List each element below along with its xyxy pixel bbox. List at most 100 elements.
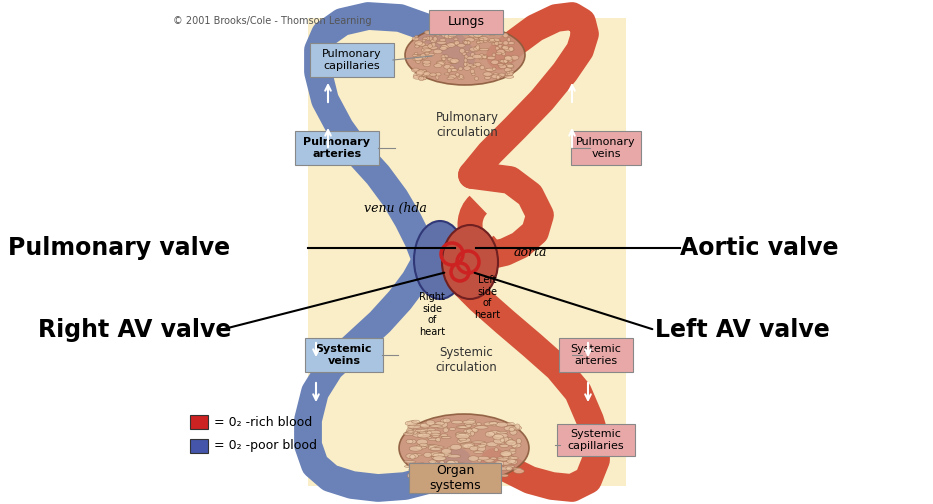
- Ellipse shape: [476, 423, 481, 425]
- Ellipse shape: [466, 64, 474, 67]
- Ellipse shape: [458, 467, 470, 470]
- Ellipse shape: [423, 37, 427, 40]
- Ellipse shape: [494, 438, 504, 444]
- Ellipse shape: [449, 75, 456, 79]
- Ellipse shape: [496, 431, 508, 434]
- Ellipse shape: [484, 462, 498, 466]
- FancyBboxPatch shape: [571, 131, 641, 165]
- Ellipse shape: [442, 225, 498, 299]
- Ellipse shape: [414, 221, 466, 299]
- Ellipse shape: [479, 54, 484, 58]
- Ellipse shape: [451, 60, 457, 64]
- Ellipse shape: [507, 72, 513, 76]
- FancyBboxPatch shape: [409, 463, 501, 493]
- Ellipse shape: [506, 422, 514, 426]
- Ellipse shape: [464, 62, 469, 67]
- FancyBboxPatch shape: [559, 338, 633, 372]
- Ellipse shape: [415, 60, 421, 64]
- Ellipse shape: [466, 432, 471, 436]
- Ellipse shape: [494, 433, 508, 438]
- Text: Left
side
of
heart: Left side of heart: [474, 275, 500, 320]
- Text: = 0₂ -poor blood: = 0₂ -poor blood: [214, 439, 317, 453]
- Ellipse shape: [459, 75, 464, 78]
- Ellipse shape: [490, 457, 496, 460]
- Ellipse shape: [475, 77, 479, 80]
- Text: Aortic valve: Aortic valve: [680, 236, 839, 260]
- Ellipse shape: [489, 430, 501, 436]
- Ellipse shape: [470, 466, 484, 471]
- Ellipse shape: [422, 72, 428, 77]
- Text: = 0₂ -rich blood: = 0₂ -rich blood: [214, 415, 313, 428]
- Ellipse shape: [417, 54, 424, 58]
- Ellipse shape: [470, 52, 475, 57]
- Ellipse shape: [440, 462, 445, 467]
- Ellipse shape: [478, 456, 490, 460]
- Ellipse shape: [439, 31, 447, 35]
- Ellipse shape: [482, 54, 487, 59]
- Ellipse shape: [503, 41, 508, 45]
- Ellipse shape: [499, 65, 507, 69]
- Ellipse shape: [459, 469, 465, 471]
- Ellipse shape: [479, 57, 482, 60]
- Ellipse shape: [441, 55, 445, 59]
- Ellipse shape: [429, 425, 442, 427]
- Ellipse shape: [466, 474, 477, 478]
- Ellipse shape: [419, 444, 428, 447]
- Ellipse shape: [470, 431, 474, 436]
- Ellipse shape: [475, 34, 479, 38]
- Ellipse shape: [511, 443, 521, 448]
- Ellipse shape: [453, 38, 458, 41]
- Ellipse shape: [425, 30, 433, 34]
- Ellipse shape: [480, 38, 484, 40]
- Ellipse shape: [509, 426, 522, 430]
- Ellipse shape: [487, 463, 498, 465]
- Text: Systemic
circulation: Systemic circulation: [435, 346, 497, 374]
- Text: Left AV valve: Left AV valve: [655, 318, 829, 342]
- Ellipse shape: [507, 72, 510, 74]
- Ellipse shape: [502, 436, 508, 442]
- Ellipse shape: [466, 419, 476, 423]
- Ellipse shape: [409, 439, 416, 444]
- Ellipse shape: [406, 428, 413, 434]
- Ellipse shape: [417, 439, 427, 445]
- Ellipse shape: [497, 64, 504, 66]
- Ellipse shape: [501, 474, 508, 477]
- Ellipse shape: [441, 436, 452, 438]
- Ellipse shape: [482, 471, 496, 475]
- Ellipse shape: [497, 42, 503, 44]
- Ellipse shape: [426, 468, 433, 471]
- Ellipse shape: [508, 47, 514, 51]
- Ellipse shape: [428, 445, 436, 448]
- Ellipse shape: [495, 52, 502, 55]
- Ellipse shape: [499, 439, 505, 445]
- Ellipse shape: [421, 77, 426, 80]
- Ellipse shape: [424, 445, 430, 447]
- Ellipse shape: [427, 436, 431, 439]
- Ellipse shape: [415, 35, 418, 38]
- Ellipse shape: [509, 459, 518, 464]
- Ellipse shape: [455, 73, 459, 76]
- Ellipse shape: [482, 472, 489, 475]
- Ellipse shape: [448, 455, 461, 458]
- Ellipse shape: [500, 438, 505, 442]
- Ellipse shape: [452, 69, 457, 72]
- Ellipse shape: [476, 40, 484, 43]
- Ellipse shape: [453, 471, 459, 477]
- Ellipse shape: [508, 58, 513, 62]
- Ellipse shape: [508, 456, 514, 460]
- Ellipse shape: [471, 428, 478, 432]
- Ellipse shape: [414, 446, 426, 449]
- Ellipse shape: [427, 428, 436, 431]
- Ellipse shape: [496, 75, 500, 80]
- Ellipse shape: [439, 461, 444, 464]
- Ellipse shape: [477, 446, 485, 452]
- Ellipse shape: [425, 52, 429, 57]
- Ellipse shape: [442, 58, 445, 60]
- Ellipse shape: [423, 46, 432, 49]
- Ellipse shape: [424, 472, 430, 477]
- Text: Lungs: Lungs: [448, 16, 484, 29]
- Ellipse shape: [408, 421, 418, 426]
- Ellipse shape: [412, 433, 424, 437]
- Ellipse shape: [447, 68, 451, 73]
- Ellipse shape: [437, 426, 448, 429]
